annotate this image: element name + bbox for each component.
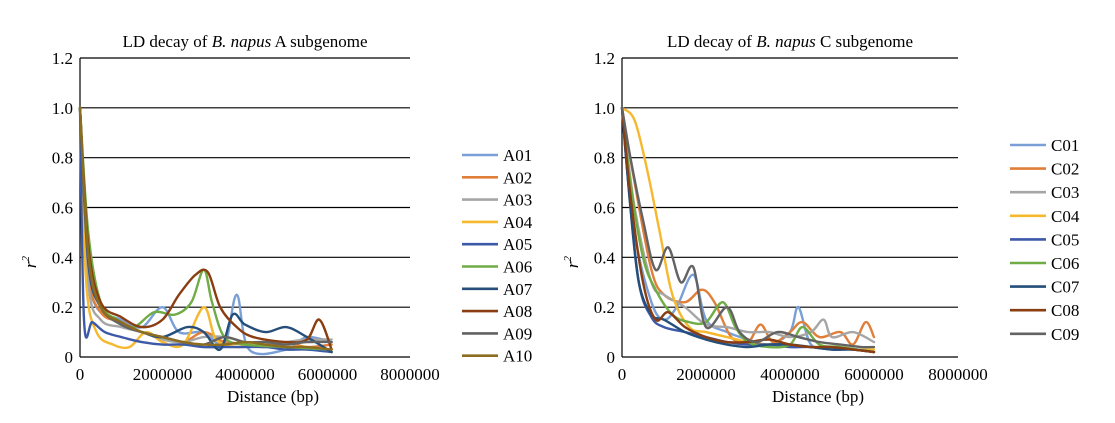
chart-c-y-tick-label: 1.0	[594, 99, 615, 118]
chart-c-y-axis-title: r2	[562, 255, 582, 268]
series-line-a05	[78, 106, 333, 354]
legend-label-a02: A02	[503, 168, 532, 187]
legend-label-c04: C04	[1051, 207, 1080, 226]
chart-a-y-tick-label: 0.4	[52, 248, 74, 267]
chart-a-series-lines	[78, 106, 333, 356]
series-line-a01	[78, 106, 333, 356]
legend-label-a07: A07	[503, 280, 533, 299]
series-line-c08	[620, 106, 876, 354]
chart-c-x-tick-labels: 0 2000000 4000000 6000000 8000000	[618, 365, 988, 384]
legend-label-c01: C01	[1051, 136, 1079, 155]
chart-a-x-tick-label: 6000000	[298, 365, 358, 384]
series-line-c07	[620, 106, 876, 354]
series-line-c04	[620, 106, 876, 351]
legend-label-a05: A05	[503, 235, 532, 254]
legend-label-a09: A09	[503, 324, 532, 343]
chart-c-y-tick-label: 0.8	[594, 149, 615, 168]
series-line-a10	[78, 106, 333, 351]
legend-label-c02: C02	[1051, 160, 1079, 179]
chart-c-y-tick-label: 1.2	[594, 49, 615, 68]
chart-a-x-tick-label: 4000000	[215, 365, 275, 384]
chart-c-y-tick-label: 0.4	[594, 248, 616, 267]
legend-label-c08: C08	[1051, 301, 1079, 320]
chart-c-x-tick-label: 6000000	[844, 365, 904, 384]
series-line-a08	[78, 106, 333, 351]
legend-label-a08: A08	[503, 302, 532, 321]
chart-c-x-tick-label: 8000000	[928, 365, 988, 384]
chart-a-x-tick-label: 8000000	[380, 365, 440, 384]
legend-label-c09: C09	[1051, 325, 1079, 344]
series-line-c09	[620, 106, 876, 349]
chart-c-x-axis-title: Distance (bp)	[772, 387, 864, 406]
chart-c-x-tick-label: 0	[618, 365, 627, 384]
legend-label-a06: A06	[503, 258, 532, 277]
legend-label-c05: C05	[1051, 230, 1079, 249]
chart-c-title: LD decay of B. napus C subgenome	[667, 32, 913, 51]
chart-a-subgenome: LD decay of B. napus A subgenome 0 0.2 0.4…	[20, 32, 533, 406]
chart-a-y-tick-label: 1.2	[52, 49, 73, 68]
series-line-a02	[78, 106, 333, 349]
legend-label-c07: C07	[1051, 278, 1080, 297]
chart-a-y-tick-labels: 0 0.2 0.4 0.6 0.8 1.0 1.2	[52, 49, 74, 367]
chart-a-y-tick-label: 0.6	[52, 199, 73, 218]
series-line-a06	[78, 106, 333, 351]
chart-a-y-tick-label: 0	[65, 348, 74, 367]
chart-c-y-tick-label: 0	[607, 348, 616, 367]
chart-c-x-tick-label: 2000000	[676, 365, 736, 384]
chart-c-x-tick-label: 4000000	[760, 365, 820, 384]
chart-c-subgenome: LD decay of B. napus C subgenome 0 0.2 0.4…	[562, 32, 1080, 406]
chart-a-x-axis-title: Distance (bp)	[227, 387, 319, 406]
chart-a-y-tick-label: 1.0	[52, 99, 73, 118]
chart-c-series-lines	[620, 106, 876, 354]
chart-a-x-tick-labels: 0 2000000 4000000 6000000 8000000	[76, 365, 440, 384]
chart-a-x-tick-label: 2000000	[133, 365, 193, 384]
chart-c-y-tick-label: 0.6	[594, 199, 615, 218]
legend-label-c06: C06	[1051, 254, 1079, 273]
chart-c-y-tick-label: 0.2	[594, 298, 615, 317]
chart-a-x-tick-label: 0	[76, 365, 85, 384]
chart-a-title: LD decay of B. napus A subgenome	[122, 32, 367, 51]
chart-a-gridlines	[79, 57, 410, 358]
chart-a-y-tick-label: 0.2	[52, 298, 73, 317]
legend-label-a03: A03	[503, 191, 532, 210]
legend-label-a10: A10	[503, 347, 532, 366]
chart-a-y-axis-title: r2	[20, 255, 40, 268]
legend-label-c03: C03	[1051, 183, 1079, 202]
series-line-c02	[620, 106, 876, 346]
chart-a-y-tick-label: 0.8	[52, 149, 73, 168]
chart-c-y-tick-labels: 0 0.2 0.4 0.6 0.8 1.0 1.2	[594, 49, 616, 367]
chart-a-legend: A01 A02 A03 A04 A05 A06 A07 A08 A09 A10	[462, 146, 533, 366]
legend-label-a01: A01	[503, 146, 532, 165]
legend-label-a04: A04	[503, 213, 533, 232]
chart-c-legend: C01 C02 C03 C04 C05 C06 C07 C08 C09	[1010, 136, 1080, 344]
